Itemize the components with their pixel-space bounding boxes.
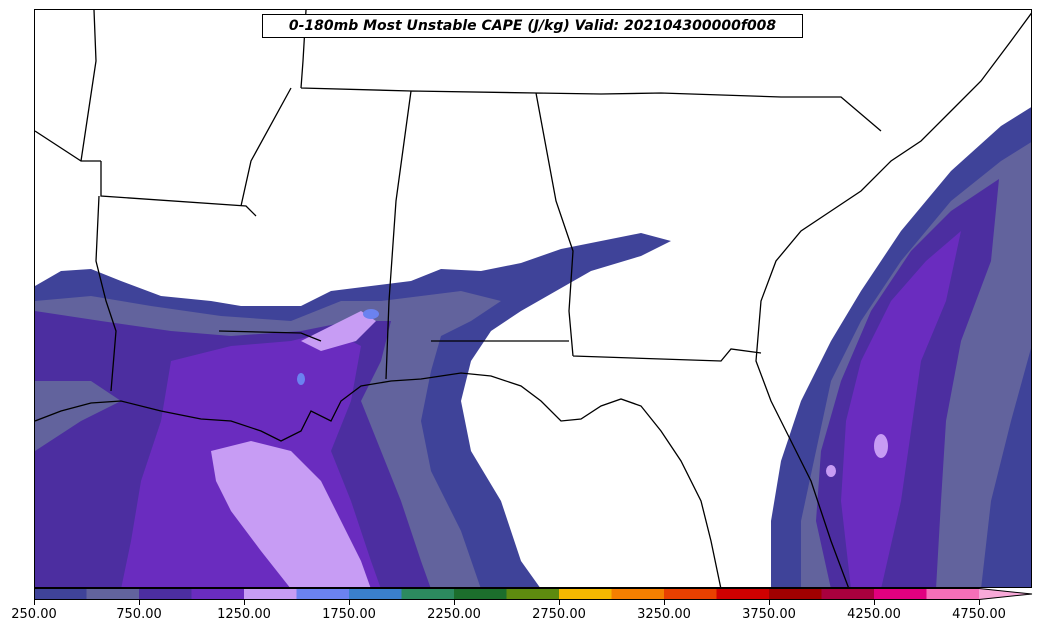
colorbar-segment (191, 588, 245, 600)
colorbar-tick (139, 600, 140, 605)
cape-contour-1000-east (841, 231, 961, 587)
colorbar-tick-label: 4250.00 (847, 607, 901, 622)
state-borders (35, 10, 882, 392)
colorbar-tick (244, 600, 245, 605)
colorbar-segment (86, 588, 140, 600)
colorbar-tick (349, 600, 350, 605)
colorbar-segment (559, 588, 612, 600)
colorbar-segment (874, 588, 927, 600)
colorbar-outline (34, 588, 1033, 600)
colorbar-tick-label: 750.00 (116, 607, 162, 622)
colorbar-segment (664, 588, 717, 600)
colorbar-tick-label: 250.00 (11, 607, 57, 622)
coastline-florida-east (755, 12, 1031, 587)
colorbar-tick (769, 600, 770, 605)
colorbar-segment (401, 588, 455, 600)
colorbar-tick-label: 1750.00 (322, 607, 376, 622)
colorbar-segment (349, 588, 402, 600)
colorbar-tick (664, 600, 665, 605)
colorbar-tick (34, 600, 35, 605)
colorbar-tick (979, 600, 980, 605)
cape-map (35, 10, 1031, 587)
colorbar-segment (139, 588, 192, 600)
colorbar-tick-label: 1250.00 (217, 607, 271, 622)
colorbar-segment (244, 588, 297, 600)
cape-contour-1250-east-b (826, 465, 836, 477)
cape-contour-1500 (363, 309, 379, 319)
colorbar-segment (821, 588, 875, 600)
cape-contour-1250-east (874, 434, 888, 458)
colorbar-segment (769, 588, 822, 600)
colorbar-segment (506, 588, 560, 600)
colorbar-segment (34, 588, 87, 600)
colorbar-tick-label: 3250.00 (637, 607, 691, 622)
colorbar-tick-label: 2750.00 (532, 607, 586, 622)
colorbar-tick-label: 3750.00 (742, 607, 796, 622)
colorbar-tick-label: 2250.00 (427, 607, 481, 622)
cape-contour-1250 (211, 441, 371, 587)
colorbar-segment (454, 588, 507, 600)
map-panel (34, 9, 1032, 588)
colorbar-segment (926, 588, 980, 600)
cape-contour-1500-b (297, 373, 305, 385)
colorbar-tick (874, 600, 875, 605)
colorbar (34, 588, 1033, 600)
coastline (35, 372, 722, 587)
map-title: 0-180mb Most Unstable CAPE (J/kg) Valid:… (262, 14, 803, 38)
colorbar-segment (296, 588, 350, 600)
colorbar-segment (716, 588, 770, 600)
colorbar-tick-label: 4750.00 (952, 607, 1006, 622)
colorbar-segment (611, 588, 665, 600)
colorbar-tick (454, 600, 455, 605)
colorbar-extend-arrow (979, 588, 1032, 600)
colorbar-tick (559, 600, 560, 605)
